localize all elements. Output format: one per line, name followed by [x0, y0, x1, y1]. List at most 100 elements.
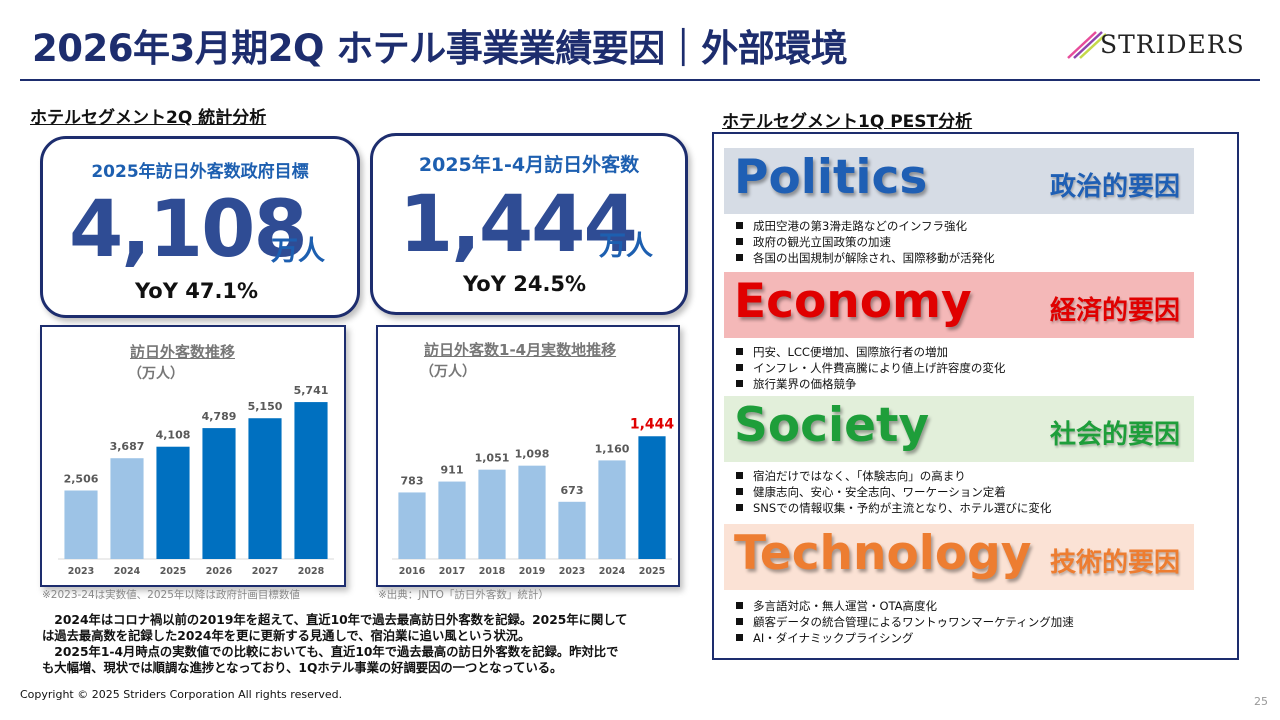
company-logo: STRIDERS — [1100, 30, 1245, 59]
pest-en-label: Economy — [734, 274, 972, 329]
tick-label-2016: 2016 — [399, 566, 426, 577]
pest-en-label: Politics — [734, 150, 928, 205]
data-label-2027: 5,150 — [248, 400, 283, 413]
data-label-2024: 1,160 — [595, 442, 630, 455]
list-item: 政府の観光立国政策の加速 — [736, 234, 995, 250]
list-item: 旅行業界の価格競争 — [736, 376, 1005, 392]
page-number: 25 — [1254, 695, 1268, 708]
pest-list-technology: 多言語対応・無人運営・OTA高度化 顧客データの統合管理によるワントゥワンマーケ… — [736, 598, 1074, 647]
tick-label-2025: 2025 — [639, 566, 665, 577]
pest-jp-label: 技術的要因 — [1049, 548, 1180, 578]
chart-title: 訪日外客数推移 — [130, 343, 236, 361]
kpi-value: 4,108 — [69, 185, 308, 275]
pest-panel: Politics 政治的要因 成田空港の第3滑走路などのインフラ強化 政府の観光… — [712, 132, 1239, 660]
bar-2025 — [638, 436, 666, 559]
bar-2025 — [156, 446, 190, 559]
tick-label-2018: 2018 — [479, 566, 506, 577]
tick-label-2027: 2027 — [252, 566, 278, 577]
stats-heading: ホテルセグメント2Q 統計分析 — [30, 108, 267, 128]
pest-jp-label: 政治的要因 — [1049, 172, 1180, 202]
list-item: 宿泊だけではなく、「体験志向」の高まり — [736, 468, 1051, 484]
data-label-2016: 783 — [401, 474, 424, 487]
tick-label-2028: 2028 — [298, 566, 325, 577]
pest-list-politics: 成田空港の第3滑走路などのインフラ強化 政府の観光立国政策の加速 各国の出国規制… — [736, 218, 995, 267]
paragraph-line: 2025年1-4月時点の実数値での比較においても、直近10年で過去最高の訪日外客… — [42, 645, 619, 659]
tick-label-2019: 2019 — [519, 566, 545, 577]
pest-list-society: 宿泊だけではなく、「体験志向」の高まり 健康志向、安心・安全志向、ワーケーション… — [736, 468, 1051, 517]
kpi-card-target: 2025年訪日外客数政府目標 4,108 万人 YoY 47.1% — [40, 136, 360, 318]
list-item: 円安、LCC便増加、国際旅行者の増加 — [736, 344, 1005, 360]
tick-label-2023: 2023 — [559, 566, 585, 577]
kpi-unit: 万人 — [271, 236, 325, 267]
chart-title: 訪日外客数1-4月実数地推移 — [424, 341, 617, 359]
bar-2023 — [64, 490, 98, 559]
bar-2026 — [202, 428, 236, 559]
list-item: 多言語対応・無人運営・OTA高度化 — [736, 598, 1074, 614]
pest-band-technology: Technology 技術的要因 — [724, 524, 1194, 590]
list-item: AI・ダイナミックプライシング — [736, 630, 1074, 646]
data-label-2019: 1,098 — [515, 448, 550, 461]
tick-label-2024: 2024 — [599, 566, 626, 577]
paragraph-line: 2024年はコロナ禍以前の2019年を超えて、直近10年で過去最高訪日外客数を記… — [42, 613, 628, 627]
data-label-2023: 673 — [561, 484, 584, 497]
bar-2023 — [558, 501, 586, 559]
tick-label-2017: 2017 — [439, 566, 465, 577]
bar-2024 — [110, 458, 144, 559]
paragraph-line: は過去最高数を記録した2024年を更に更新する見通しで、宿泊業に追い風という状況… — [42, 629, 531, 643]
bar-2019 — [518, 465, 546, 559]
kpi-label: 2025年1-4月訪日外客数 — [418, 154, 640, 176]
bar-2017 — [438, 481, 466, 559]
striders-logo-icon — [1067, 31, 1106, 59]
kpi-card-actual: 2025年1-4月訪日外客数 1,444 万人 YoY 24.5% — [370, 133, 688, 315]
chart-note: ※2023-24は実数値、2025年以降は政府計画目標数値 — [42, 589, 300, 601]
bar-2028 — [294, 402, 328, 559]
chart-plot: 2,506 2023 3,687 2024 4,108 2025 4,789 2026 5,15… — [58, 384, 334, 577]
tick-label-2025: 2025 — [160, 566, 186, 577]
copyright: Copyright © 2025 Striders Corporation Al… — [20, 688, 343, 701]
chart-plot: 783 2016 911 2017 1,051 2018 1,098 2019 673 2023 1… — [392, 416, 675, 577]
tick-label-2026: 2026 — [206, 566, 233, 577]
pest-heading: ホテルセグメント1Q PEST分析 — [722, 112, 973, 132]
data-label-2025: 1,444 — [630, 416, 675, 432]
data-label-2023: 2,506 — [64, 473, 99, 486]
page-title: 2026年3月期2Q ホテル事業業績要因｜外部環境 — [32, 27, 848, 70]
list-item: 成田空港の第3滑走路などのインフラ強化 — [736, 218, 995, 234]
paragraph-line: も大幅増、現状では順調な進捗となっており、1Qホテル事業の好調要因の一つとなって… — [42, 661, 563, 675]
data-label-2018: 1,051 — [475, 452, 510, 465]
list-item: 顧客データの統合管理によるワントゥワンマーケティング加速 — [736, 614, 1074, 630]
data-label-2024: 3,687 — [110, 440, 145, 453]
tick-label-2024: 2024 — [114, 566, 141, 577]
bar-2016 — [398, 492, 426, 559]
pest-band-politics: Politics 政治的要因 — [724, 148, 1194, 214]
kpi-yoy: YoY 47.1% — [135, 279, 259, 303]
data-label-2026: 4,789 — [202, 410, 237, 423]
chart-source-note: ※出典：JNTO「訪日外客数」統計） — [378, 589, 549, 601]
analysis-paragraph: 2024年はコロナ禍以前の2019年を超えて、直近10年で過去最高訪日外客数を記… — [42, 612, 712, 676]
bar-2027 — [248, 418, 282, 559]
bar-2018 — [478, 469, 506, 559]
chart-unit: （万人） — [128, 366, 184, 382]
list-item: 各国の出国規制が解除され、国際移動が活発化 — [736, 250, 995, 266]
title-divider — [20, 79, 1260, 81]
chart-jan-apr-visitors: 訪日外客数1-4月実数地推移 （万人） 783 2016 911 2017 1,051 2… — [376, 325, 680, 587]
pest-en-label: Technology — [734, 526, 1032, 581]
data-label-2025: 4,108 — [156, 429, 191, 442]
pest-band-economy: Economy 経済的要因 — [724, 272, 1194, 338]
pest-en-label: Society — [734, 398, 930, 453]
list-item: インフレ・人件費高騰により値上げ許容度の変化 — [736, 360, 1005, 376]
kpi-yoy: YoY 24.5% — [463, 272, 587, 296]
list-item: 健康志向、安心・安全志向、ワーケーション定着 — [736, 484, 1051, 500]
bar-2024 — [598, 460, 626, 559]
data-label-2017: 911 — [441, 464, 464, 477]
chart-annual-visitors: 訪日外客数推移 （万人） 2,506 2023 3,687 2024 4,108 2025… — [40, 325, 346, 587]
pest-jp-label: 経済的要因 — [1049, 296, 1180, 326]
pest-list-economy: 円安、LCC便増加、国際旅行者の増加 インフレ・人件費高騰により値上げ許容度の変… — [736, 344, 1005, 393]
pest-jp-label: 社会的要因 — [1049, 420, 1180, 450]
list-item: SNSでの情報収集・予約が主流となり、ホテル選びに変化 — [736, 500, 1051, 516]
kpi-unit: 万人 — [599, 231, 653, 262]
kpi-value: 1,444 — [399, 180, 638, 270]
pest-band-society: Society 社会的要因 — [724, 396, 1194, 462]
data-label-2028: 5,741 — [294, 384, 329, 397]
tick-label-2023: 2023 — [68, 566, 94, 577]
kpi-label: 2025年訪日外客数政府目標 — [91, 162, 309, 182]
